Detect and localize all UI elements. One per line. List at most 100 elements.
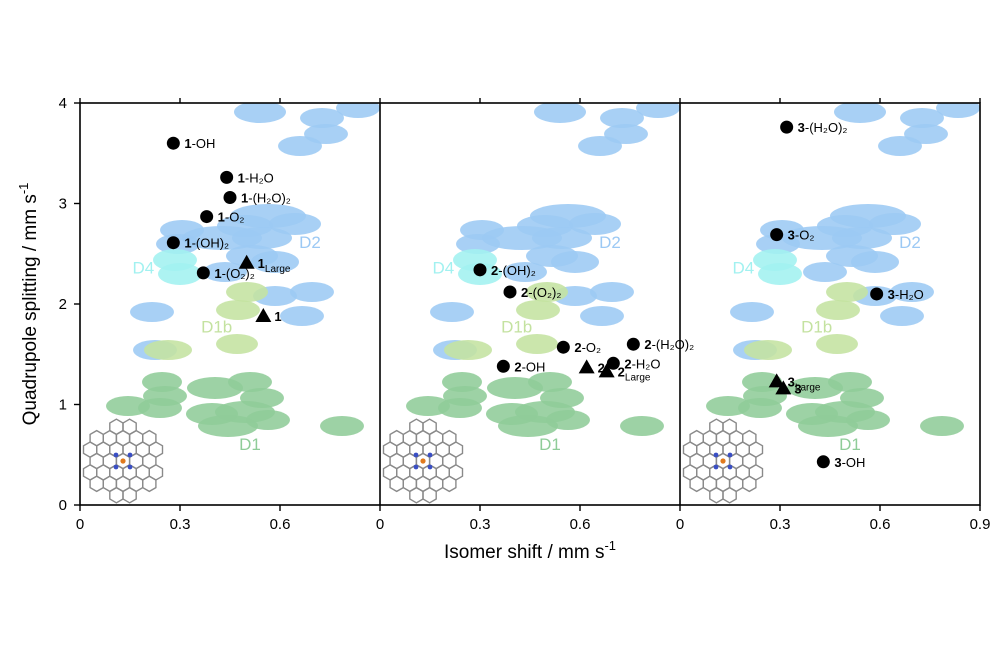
region-label-d2: D2	[899, 233, 921, 252]
data-label: 2-(OH)₂	[491, 263, 536, 278]
region-d2-blob	[890, 282, 934, 302]
region-d2-blob	[851, 251, 899, 273]
molecule-icon-panel-3	[682, 418, 764, 504]
region-d1-blob	[920, 416, 964, 436]
iron-atom	[120, 458, 126, 464]
background-regions-panel-1	[106, 103, 380, 437]
region-d2-blob	[578, 136, 622, 156]
y-tick-label: 3	[59, 196, 67, 213]
data-point-triangle	[598, 363, 615, 378]
data-point-circle	[770, 228, 784, 242]
data-label: 1-(O₂)₂	[214, 266, 254, 281]
lattice-ring	[141, 475, 157, 493]
region-d2-blob	[551, 251, 599, 273]
molecule-icon-panel-1	[82, 418, 164, 504]
lattice-ring	[742, 475, 757, 493]
data-point-circle	[870, 287, 884, 301]
data-point-circle	[220, 170, 234, 184]
data-label: 1-OH	[184, 136, 215, 151]
region-d2-blob	[834, 103, 886, 123]
data-point-circle	[473, 263, 487, 277]
region-d1-blob	[228, 372, 272, 392]
y-tick-label: 4	[59, 95, 67, 112]
region-d1-blob	[498, 415, 558, 437]
lattice-ring	[122, 486, 137, 504]
region-label-d1: D1	[539, 435, 561, 454]
region-label-d4: D4	[432, 258, 454, 277]
data-point-circle	[166, 136, 180, 150]
data-point-circle	[496, 359, 510, 373]
iron-atom	[720, 458, 726, 464]
region-d2-blob	[600, 108, 644, 128]
x-tick-label: 0.3	[770, 516, 791, 533]
nitrogen-atom	[127, 452, 133, 458]
region-d2-blob	[532, 227, 592, 249]
data-label: 3	[794, 381, 801, 396]
region-d1b-blob	[216, 300, 260, 320]
x-tick-label: 0.3	[470, 516, 491, 533]
data-label: 2	[598, 360, 605, 375]
region-d1-blob	[106, 396, 150, 416]
region-d2-blob	[251, 251, 299, 273]
data-label: 1Large	[258, 256, 291, 275]
data-point-triangle	[578, 359, 595, 374]
data-label: 3-OH	[834, 455, 865, 470]
region-label-d1b: D1b	[201, 318, 232, 337]
region-d1-blob	[828, 372, 872, 392]
panel-2: D2 D4 D1b D1 2-(OH)₂ 2-(O₂)₂ 2-(H₂O)₂ 2-O₂ 2-OH…	[382, 103, 694, 504]
data-label: 3Large	[788, 374, 821, 393]
lattice-ring	[722, 486, 737, 504]
data-point-circle	[200, 210, 214, 224]
data-label: 3-(H₂O)₂	[798, 120, 848, 135]
x-tick-label: 0.6	[870, 516, 891, 533]
nitrogen-atom	[113, 452, 119, 458]
lattice-ring	[89, 475, 105, 493]
region-d2-blob	[803, 262, 847, 282]
lattice-ring	[389, 475, 404, 493]
y-axis-title: Quadrupole splitting / mm s-1	[16, 183, 41, 426]
region-d1b-blob	[516, 300, 560, 320]
region-label-d1b: D1b	[501, 318, 532, 337]
nitrogen-atom	[427, 452, 433, 458]
background-regions-panel-2	[406, 103, 680, 437]
region-labels-panel-1: D2 D4 D1b D1	[132, 233, 320, 454]
data-label: 2Large	[618, 364, 651, 383]
region-d2-blob	[936, 103, 980, 118]
iron-atom	[420, 458, 426, 464]
data-point-circle	[626, 337, 640, 351]
region-d1-blob	[528, 372, 572, 392]
region-d1-blob	[546, 410, 590, 430]
region-d2-blob	[203, 262, 247, 282]
region-d1-blob	[320, 416, 364, 436]
region-d2-blob	[880, 306, 924, 326]
region-d2-blob	[590, 282, 634, 302]
data-point-circle	[223, 190, 237, 204]
data-label: 2-H₂O	[624, 356, 660, 371]
data-point-circle	[196, 266, 210, 280]
nitrogen-atom	[113, 464, 119, 470]
nitrogen-atom	[713, 464, 719, 470]
region-d1-blob	[846, 410, 890, 430]
region-d2-blob	[280, 306, 324, 326]
region-d2-blob	[290, 282, 334, 302]
region-d2-blob	[234, 103, 286, 123]
region-d1-blob	[738, 398, 782, 418]
data-point-circle	[503, 285, 517, 299]
x-tick-label: 0.6	[570, 516, 591, 533]
data-label: 1	[274, 309, 281, 324]
axis-ticks: 0 0.3 0.6 0 1 2 3 4 0 0.3 0.6 0 0.3 0.6 0.9	[59, 95, 991, 533]
region-d2-blob	[269, 213, 321, 235]
region-d2-blob	[232, 227, 292, 249]
x-tick-label: 0.3	[170, 516, 191, 533]
region-d2-blob	[456, 234, 500, 254]
data-point-circle	[780, 120, 794, 134]
region-d1-blob	[706, 396, 750, 416]
region-d1-blob	[406, 396, 450, 416]
data-point-triangle	[775, 380, 792, 395]
x-tick-label: 0	[676, 516, 684, 533]
lattice-ring	[689, 475, 704, 493]
x-tick-label: 0	[76, 516, 84, 533]
region-d1-blob	[620, 416, 664, 436]
